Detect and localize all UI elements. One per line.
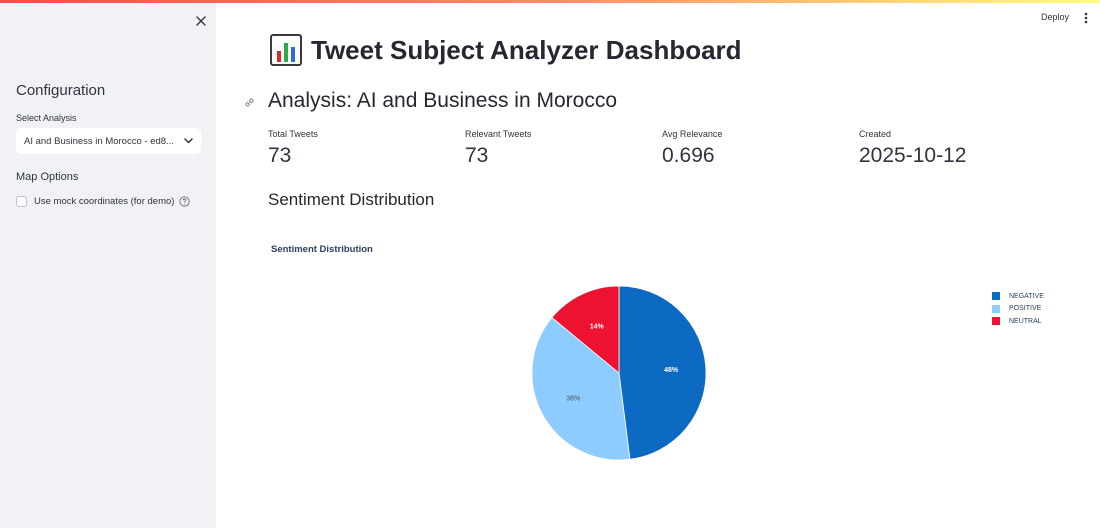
mock-coordinates-label[interactable]: Use mock coordinates (for demo) — [34, 196, 175, 207]
page-title: Tweet Subject Analyzer Dashboard — [270, 34, 742, 66]
anchor-link-icon[interactable] — [243, 96, 256, 109]
close-icon — [196, 16, 206, 26]
analysis-heading: Analysis: AI and Business in Morocco — [268, 89, 618, 112]
main-menu-button[interactable] — [1082, 11, 1090, 25]
pie-slice-neutral — [551, 285, 620, 374]
metric-avg-relevance: Avg Relevance 0.696 — [662, 129, 722, 168]
metric-value: 2025-10-12 — [859, 144, 967, 167]
chart-title: Sentiment Distribution — [271, 244, 373, 255]
pie-label-positive: 38% — [566, 396, 580, 403]
sentiment-pie-chart: 48% 38% 14% — [531, 285, 707, 461]
metric-value: 0.696 — [662, 144, 715, 167]
legend-label: NEGATIVE — [1009, 292, 1044, 300]
legend-label: NEUTRAL — [1009, 317, 1042, 325]
top-decoration-bar — [0, 0, 1100, 3]
metric-label: Created — [859, 129, 892, 139]
metric-relevant-tweets: Relevant Tweets 73 — [465, 129, 531, 168]
metric-label: Relevant Tweets — [465, 129, 532, 139]
chevron-down-icon — [183, 136, 193, 146]
pie-slice-negative — [618, 285, 707, 460]
close-sidebar-button[interactable] — [193, 13, 209, 29]
legend-swatch — [992, 292, 1000, 301]
pie-label-neutral: 14% — [590, 323, 605, 330]
pie-label-negative: 48% — [664, 367, 679, 374]
more-vertical-icon — [1084, 12, 1088, 24]
metric-value: 73 — [465, 144, 489, 167]
deploy-button[interactable]: Deploy — [1041, 12, 1070, 22]
legend-label: POSITIVE — [1009, 305, 1042, 313]
legend-item-positive[interactable]: POSITIVE — [992, 303, 1044, 316]
legend-swatch — [992, 317, 1000, 326]
analysis-select[interactable]: AI and Business in Morocco - ed8... — [16, 128, 201, 154]
legend-item-negative[interactable]: NEGATIVE — [992, 290, 1044, 303]
mock-coordinates-checkbox[interactable] — [16, 196, 27, 207]
select-analysis-label: Select Analysis — [16, 113, 77, 123]
map-options-heading: Map Options — [16, 171, 79, 183]
help-icon[interactable] — [179, 196, 191, 207]
chart-legend: NEGATIVE POSITIVE NEUTRAL — [992, 290, 1044, 328]
page-title-text: Tweet Subject Analyzer Dashboard — [311, 34, 742, 65]
legend-item-neutral[interactable]: NEUTRAL — [992, 315, 1044, 328]
analysis-select-value: AI and Business in Morocco - ed8... — [24, 135, 174, 147]
sidebar: Configuration Select Analysis AI and Bus… — [0, 3, 216, 528]
metric-value: 73 — [268, 144, 292, 167]
metric-label: Avg Relevance — [662, 129, 723, 139]
metric-total-tweets: Total Tweets 73 — [268, 129, 318, 168]
legend-swatch — [992, 304, 1000, 313]
metric-created: Created 2025-10-12 — [859, 129, 966, 168]
sentiment-section-heading: Sentiment Distribution — [268, 190, 435, 209]
bar-chart-icon — [270, 34, 302, 66]
pie-slice-positive — [531, 316, 631, 461]
metric-label: Total Tweets — [268, 129, 318, 139]
mock-coordinates-option: Use mock coordinates (for demo) — [16, 196, 191, 207]
sidebar-heading: Configuration — [16, 82, 106, 99]
